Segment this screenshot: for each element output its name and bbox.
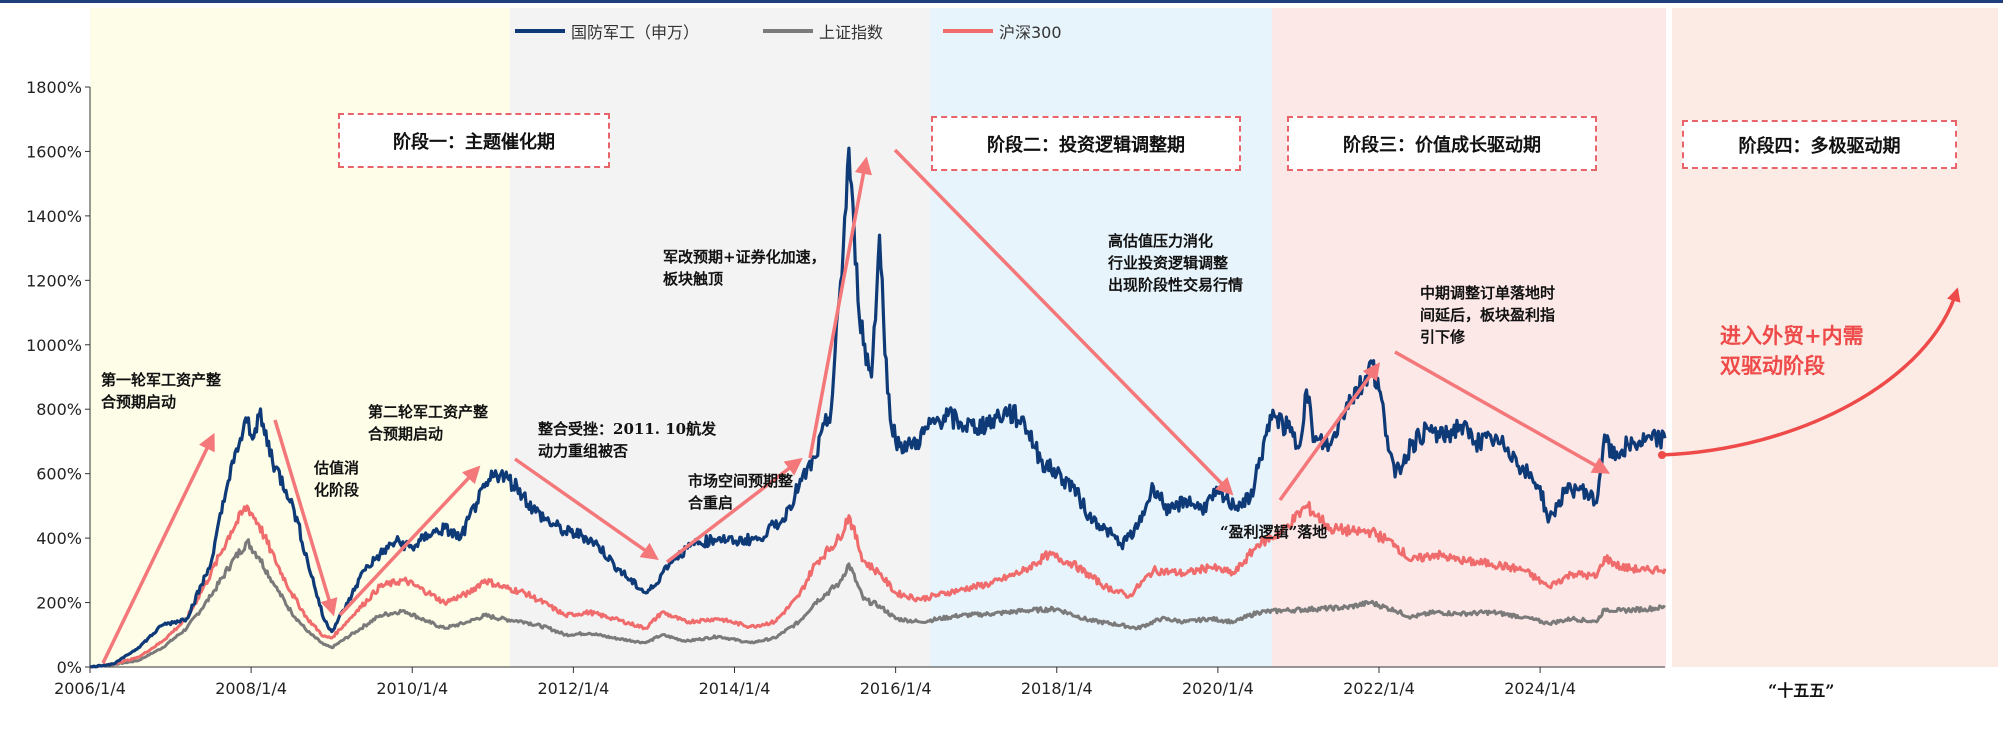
stage-four-label: 阶段四：多极驱动期 [1682,120,1957,169]
future-period-label: “十五五” [1768,681,1835,700]
legend-label-defense: 国防军工（申万） [571,23,700,42]
stage-one-background [90,8,510,667]
legend-item-defense: 国防军工（申万） [515,19,699,43]
legend-swatch-defense [515,29,565,33]
trend-arrow [665,457,803,564]
series-layer [89,146,1667,669]
y-tick-label: 0% [57,658,82,677]
x-tick-label: 2020/1/4 [1182,679,1254,698]
x-tick-label: 2012/1/4 [537,679,609,698]
stage-two-background [510,8,930,667]
y-tick-label: 1000% [26,336,82,355]
series-line-defense [89,146,1667,669]
annotation-second-integration: 第二轮军工资产整 合预期启动 [368,403,489,443]
y-tick-label: 200% [36,594,82,613]
stage-three-label: 阶段三：价值成长驱动期 [1287,116,1597,171]
y-tick-label: 1800% [26,78,82,97]
series-line-csi300 [89,500,1667,669]
trend-arrow [1278,362,1381,502]
trend-arrow [338,465,481,617]
legend-label-csi300: 沪深300 [999,23,1062,42]
y-tick-label: 1200% [26,271,82,290]
annotation-dual-drive: 进入外贸+内需 双驱动阶段 [1720,321,1864,381]
x-tick-label: 2024/1/4 [1504,679,1576,698]
annotation-first-integration: 第一轮军工资产整 合预期启动 [101,371,222,411]
annotation-profit-logic: “盈利逻辑”落地 [1220,523,1328,541]
annotation-dual-drive-text: 进入外贸+内需 双驱动阶段 [1720,323,1864,378]
x-tick-label: 2014/1/4 [699,679,771,698]
future-arrow-origin [1658,451,1666,459]
trend-arrow [1394,350,1611,474]
annotation-peak: 军改预期+证券化加速， 板块触顶 [663,248,826,288]
legend-swatch-shanghai [763,29,813,33]
x-tick-label: 2006/1/4 [54,679,126,698]
x-tick-label: 2018/1/4 [1021,679,1093,698]
annotation-integration-setback: 整合受挫：2011. 10航发 动力重组被否 [538,420,717,460]
legend-label-shanghai: 上证指数 [819,23,884,42]
x-tick-label: 2016/1/4 [860,679,932,698]
x-tick-label: 2008/1/4 [215,679,287,698]
annotation-valuation-digestion: 估值消 化阶段 [314,459,360,499]
x-tick-label: 2022/1/4 [1343,679,1415,698]
future-trend-arrow [1659,287,1961,457]
future-period-background [1672,8,1998,667]
trend-arrow [513,457,659,561]
trend-arrow [273,419,338,617]
y-tick-label: 400% [36,529,82,548]
y-tick-label: 1600% [26,142,82,161]
annotation-valuation-pressure: 高估值压力消化 行业投资逻辑调整 出现阶段性交易行情 [1108,232,1244,294]
trend-arrows [101,148,1961,664]
stage-two-label: 阶段二：投资逻辑调整期 [931,116,1241,171]
y-tick-label: 1400% [26,207,82,226]
trend-arrow [808,156,873,459]
annotation-restart: 市场空间预期整 合重启 [688,472,794,512]
trend-arrow [101,432,215,664]
annotation-mid-term-adjustment: 中期调整订单落地时 间延后，板块盈利指 引下修 [1420,284,1556,346]
x-tick-label: 2010/1/4 [376,679,448,698]
stage-one-label: 阶段一：主题催化期 [338,113,610,168]
legend-item-csi300: 沪深300 [943,19,1062,43]
axes: 0% 200% 400% 600% 800% 1000% 1200% 1400% 1600% 18… [26,78,1665,698]
top-rule [0,0,2003,3]
legend-swatch-csi300 [943,29,993,33]
y-tick-label: 800% [36,400,82,419]
y-tick-label: 600% [36,465,82,484]
legend-item-shanghai: 上证指数 [763,19,883,43]
series-line-shanghai [89,538,1666,669]
trend-arrow [893,148,1234,496]
